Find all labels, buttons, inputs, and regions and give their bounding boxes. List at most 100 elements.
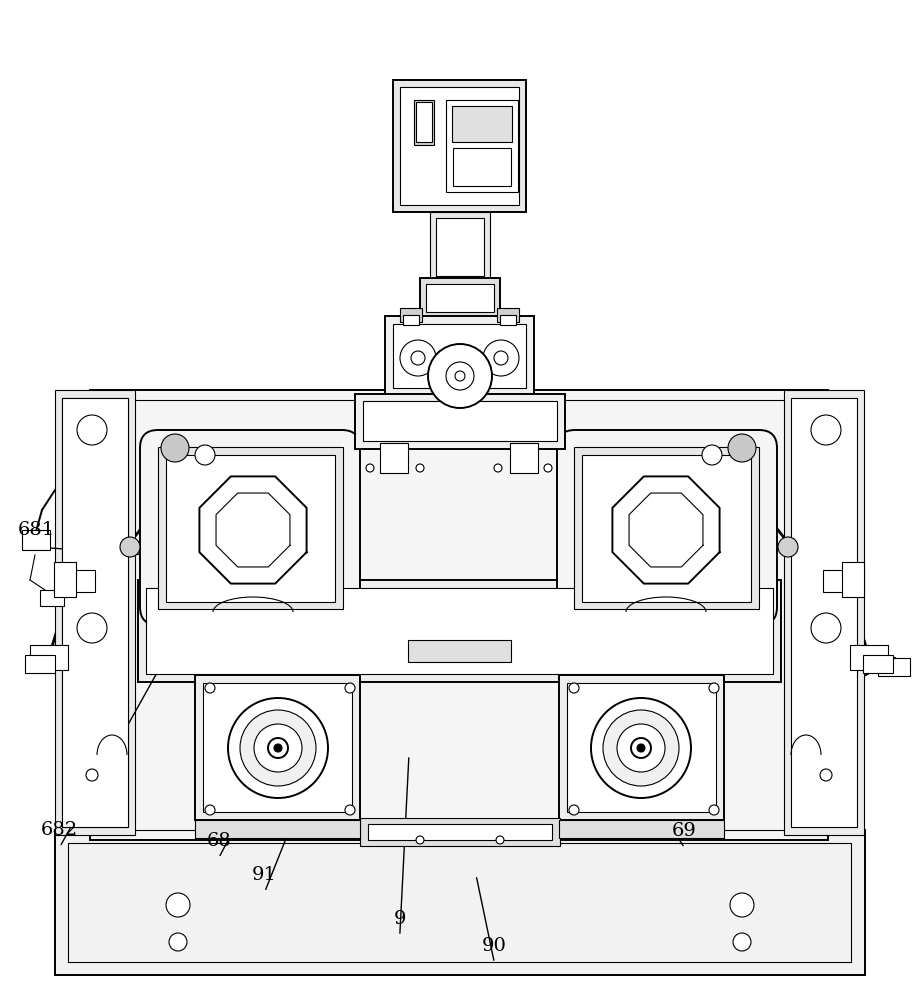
Bar — [416, 102, 432, 142]
Bar — [100, 400, 818, 830]
FancyBboxPatch shape — [140, 430, 360, 625]
Circle shape — [366, 464, 374, 472]
Bar — [500, 315, 516, 325]
Circle shape — [254, 724, 302, 772]
Bar — [385, 316, 534, 396]
Circle shape — [617, 724, 665, 772]
Circle shape — [637, 744, 645, 752]
Circle shape — [733, 933, 751, 951]
Circle shape — [161, 434, 189, 462]
Bar — [25, 655, 55, 673]
Circle shape — [811, 415, 841, 445]
Bar — [426, 284, 494, 312]
Circle shape — [228, 698, 328, 798]
Bar — [842, 562, 864, 597]
Bar — [68, 843, 851, 962]
Bar — [360, 818, 560, 846]
Bar — [400, 87, 519, 205]
Circle shape — [166, 893, 190, 917]
Circle shape — [496, 836, 504, 844]
Bar — [510, 443, 538, 473]
Circle shape — [416, 464, 424, 472]
Circle shape — [603, 710, 679, 786]
Circle shape — [811, 613, 841, 643]
Bar — [446, 100, 518, 192]
Circle shape — [416, 836, 424, 844]
Circle shape — [86, 769, 98, 781]
Circle shape — [446, 362, 474, 390]
Bar — [403, 315, 419, 325]
Circle shape — [728, 434, 756, 462]
Circle shape — [455, 371, 465, 381]
Circle shape — [544, 464, 552, 472]
Circle shape — [77, 613, 107, 643]
Circle shape — [428, 344, 492, 408]
Circle shape — [494, 464, 502, 472]
Circle shape — [345, 805, 355, 815]
Bar — [166, 455, 335, 602]
Bar — [878, 658, 910, 676]
Bar — [791, 398, 857, 827]
Circle shape — [268, 738, 288, 758]
Bar — [60, 570, 95, 592]
Bar — [158, 447, 343, 609]
Bar — [355, 394, 565, 449]
Circle shape — [631, 738, 651, 758]
Circle shape — [569, 683, 579, 693]
Circle shape — [345, 683, 355, 693]
Bar — [30, 645, 68, 670]
Text: 68: 68 — [207, 832, 231, 850]
Bar — [22, 530, 50, 550]
Bar — [146, 588, 773, 674]
Circle shape — [591, 698, 691, 798]
Circle shape — [709, 683, 719, 693]
Bar — [62, 398, 128, 827]
FancyBboxPatch shape — [557, 430, 777, 625]
Circle shape — [778, 537, 798, 557]
Circle shape — [205, 683, 215, 693]
Bar — [203, 683, 352, 812]
Bar — [393, 324, 526, 388]
Text: 69: 69 — [672, 822, 698, 840]
Bar — [452, 106, 512, 142]
Bar — [453, 148, 511, 186]
Circle shape — [483, 340, 519, 376]
Bar — [368, 824, 552, 840]
Circle shape — [702, 445, 722, 465]
Bar — [40, 590, 64, 606]
Text: 682: 682 — [41, 821, 78, 839]
Bar — [380, 443, 408, 473]
Bar — [574, 447, 759, 609]
Circle shape — [240, 710, 316, 786]
Circle shape — [120, 537, 140, 557]
Bar — [363, 401, 557, 441]
Bar — [863, 655, 893, 673]
Circle shape — [411, 351, 425, 365]
Circle shape — [205, 805, 215, 815]
Circle shape — [274, 744, 282, 752]
Circle shape — [77, 415, 107, 445]
Bar — [497, 308, 519, 322]
Bar — [195, 675, 360, 820]
Text: 90: 90 — [482, 937, 507, 955]
Circle shape — [195, 445, 215, 465]
Bar — [823, 570, 858, 592]
Bar — [567, 683, 716, 812]
Text: 9: 9 — [393, 910, 406, 928]
Bar — [55, 390, 135, 835]
Circle shape — [400, 340, 436, 376]
Circle shape — [730, 893, 754, 917]
Circle shape — [169, 933, 187, 951]
Bar — [90, 390, 828, 840]
Bar — [400, 308, 422, 322]
Bar — [420, 278, 500, 318]
Bar — [62, 398, 128, 827]
Bar — [414, 100, 434, 145]
Text: 681: 681 — [18, 521, 55, 539]
Circle shape — [709, 805, 719, 815]
Bar — [784, 390, 864, 835]
Bar — [138, 580, 781, 682]
Bar — [408, 640, 511, 662]
Bar — [393, 80, 526, 212]
Bar — [559, 675, 724, 820]
